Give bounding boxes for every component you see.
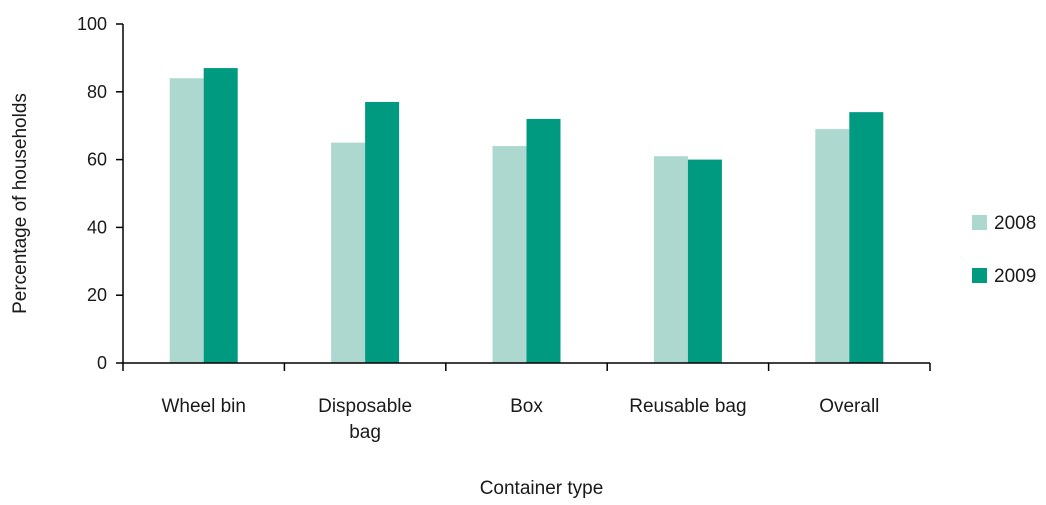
bar-2008-1	[331, 142, 366, 363]
category-label: Wheel bin	[161, 396, 246, 417]
category-label: Reusable bag	[629, 396, 746, 417]
bar-2009-0	[203, 68, 238, 363]
category-label: Overall	[819, 396, 879, 417]
y-tick-label: 40	[87, 217, 107, 237]
category-label: Disposable bag	[318, 396, 412, 443]
bar-2009-3	[687, 159, 722, 363]
x-axis-ticks	[122, 363, 931, 371]
category-labels: Wheel bin Disposable bag Box Reusable bag Ove…	[161, 396, 879, 443]
legend: 2008 2009	[972, 213, 1036, 287]
y-tick-label: 100	[77, 14, 107, 34]
bar-2008-3	[653, 156, 688, 363]
bar-2009-2	[526, 118, 561, 363]
y-tick-label: 60	[87, 150, 107, 170]
bar-2009-4	[849, 112, 884, 363]
legend-label: 2008	[994, 213, 1036, 234]
legend-swatch-2008	[972, 215, 987, 230]
bar-2008-0	[169, 78, 204, 364]
y-axis-ticks: 0 20 40 60 80 100	[77, 14, 123, 373]
y-tick-label: 80	[87, 82, 107, 102]
bar-2008-2	[492, 146, 527, 363]
legend-label: 2009	[994, 266, 1036, 287]
y-tick-label: 20	[87, 285, 107, 305]
category-label: Box	[510, 396, 543, 417]
y-axis-title: Percentage of households	[10, 93, 31, 314]
bar-2008-4	[815, 129, 850, 363]
y-tick-label: 0	[97, 353, 107, 373]
x-axis-title: Container type	[480, 478, 604, 499]
bar-2009-1	[365, 101, 400, 363]
bars	[169, 68, 884, 364]
legend-swatch-2009	[972, 268, 987, 283]
